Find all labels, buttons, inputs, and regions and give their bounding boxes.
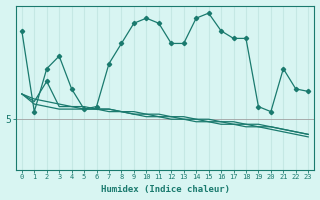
X-axis label: Humidex (Indice chaleur): Humidex (Indice chaleur) (100, 185, 229, 194)
